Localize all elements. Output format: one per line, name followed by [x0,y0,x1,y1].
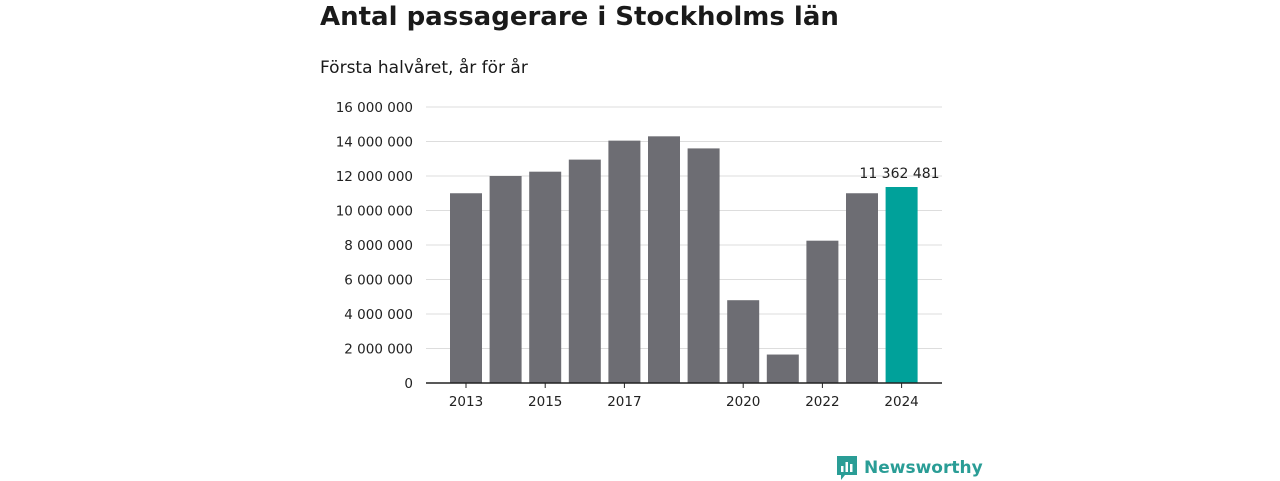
bar-2021 [766,354,799,383]
bar-2023 [846,193,878,383]
y-tick-label: 10 000 000 [336,204,413,220]
x-tick-label: 2020 [726,394,760,410]
bar-2022 [806,240,839,383]
bar-2017 [608,140,641,383]
y-tick-label: 12 000 000 [336,169,413,185]
y-tick-label: 16 000 000 [336,100,413,116]
x-tick-label: 2022 [805,394,839,410]
brand-logo: Newsworthy [836,455,983,481]
x-tick-label: 2024 [884,394,918,410]
bar-2018 [648,136,680,383]
x-axis: 2013 2015 2017 2020 2022 2024 [426,382,942,410]
brand-name: Newsworthy [864,458,983,478]
bar-2024 [885,186,918,383]
y-tick-label: 6 000 000 [344,273,413,289]
x-tick-label: 2015 [528,394,562,410]
data-label: 11 362 481 [859,166,939,182]
bar-2014 [489,176,522,383]
x-tick-label: 2013 [449,394,483,410]
bar-2013 [450,193,482,383]
bars [450,136,918,383]
bar-2019 [687,148,720,383]
bar-2015 [529,171,562,383]
bar-2016 [568,159,601,383]
bar-2020 [727,300,760,383]
y-tick-label: 0 [404,376,413,392]
y-tick-label: 14 000 000 [336,135,413,151]
y-tick-label: 8 000 000 [344,238,413,254]
bar-chart-badge-icon [837,456,857,480]
chart-title: Antal passagerare i Stockholms län [320,2,839,32]
chart-subtitle: Första halvåret, år för år [320,58,528,78]
y-axis: 0 2 000 000 4 000 000 6 000 000 8 000 000 10 … [336,100,413,392]
y-tick-label: 2 000 000 [344,342,413,358]
x-tick-label: 2017 [607,394,641,410]
y-tick-label: 4 000 000 [344,307,413,323]
annotations: 11 362 481 [859,166,939,182]
